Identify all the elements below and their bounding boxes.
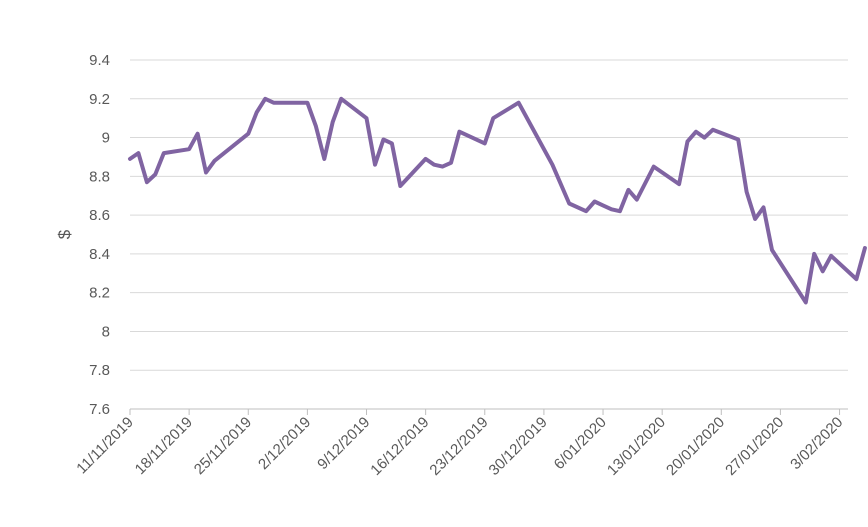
y-tick-label: 8: [102, 323, 110, 340]
y-axis-tick-labels: 7.6 7.8 8 8.2 8.4 8.6 8.8 9 9.2 9.4: [89, 52, 110, 418]
y-tick-label: 9.2: [89, 91, 110, 108]
x-tick-label: 23/12/2019: [426, 414, 491, 479]
y-tick-label: 8.8: [89, 168, 110, 185]
x-tick-label: 11/11/2019: [73, 414, 137, 478]
x-tick-label: 27/01/2020: [722, 414, 787, 479]
gridlines: [130, 59, 848, 371]
x-tick-label: 9/12/2019: [314, 414, 373, 473]
y-tick-label: 8.6: [89, 207, 110, 224]
x-tick-label: 20/01/2020: [663, 414, 728, 479]
y-tick-label: 9.4: [89, 52, 110, 69]
y-tick-label: 8.2: [89, 285, 110, 302]
x-tick-label: 2/12/2019: [255, 414, 314, 473]
y-tick-label: 8.4: [89, 246, 110, 263]
y-axis-label: $: [55, 229, 74, 239]
x-tick-label: 30/12/2019: [486, 414, 551, 479]
y-tick-label: 7.8: [89, 362, 110, 379]
series-line: [128, 96, 867, 305]
y-tick-label: 7.6: [89, 401, 110, 418]
y-tick-label: 9: [102, 130, 110, 147]
x-tick-label: 25/11/2019: [191, 414, 255, 478]
x-axis: [129, 408, 848, 415]
x-tick-label: 6/01/2020: [551, 414, 610, 473]
x-tick-label: 16/12/2019: [367, 414, 432, 479]
x-tick-label: 13/01/2020: [604, 414, 669, 479]
x-tick-label: 18/11/2019: [132, 414, 196, 478]
x-tick-label: 3/02/2020: [787, 414, 846, 473]
series-layer: [128, 96, 867, 305]
